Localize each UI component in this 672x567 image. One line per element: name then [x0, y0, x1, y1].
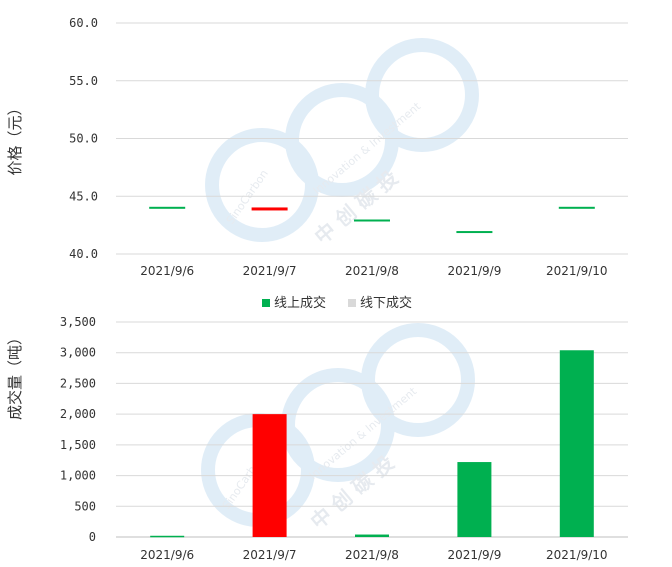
volume-y-tick-label: 2,000	[60, 407, 96, 421]
volume-y-tick-label: 500	[74, 499, 96, 513]
price-y-tick-label: 40.0	[69, 247, 98, 261]
watermark-ring	[205, 128, 319, 242]
volume-x-tick-label: 2021/9/7	[243, 548, 297, 562]
price-y-tick-label: 45.0	[69, 189, 98, 203]
volume-bar	[457, 462, 492, 537]
volume-y-tick-label: 1,000	[60, 469, 96, 483]
price-mark	[149, 206, 186, 209]
price-x-tick-label: 2021/9/6	[140, 264, 194, 278]
volume-y-tick-label: 0	[89, 530, 96, 544]
price-y-tick-label: 55.0	[69, 74, 98, 88]
legend-swatch-offline	[348, 299, 356, 307]
legend-label-offline: 线下成交	[360, 295, 412, 311]
volume-y-tick-label: 2,500	[60, 376, 96, 390]
volume-x-tick-label: 2021/9/10	[546, 548, 608, 562]
volume-y-tick-label: 3,500	[60, 315, 96, 329]
price-y-ticks: 40.0 45.0 50.0 55.0 60.0	[69, 16, 98, 261]
volume-bars	[150, 350, 594, 538]
watermark-ring	[361, 323, 475, 437]
volume-x-tick-label: 2021/9/6	[140, 548, 194, 562]
price-mark	[251, 207, 288, 211]
price-mark	[354, 219, 390, 222]
volume-bar	[355, 534, 389, 537]
volume-bar	[150, 535, 185, 538]
price-x-tick-label: 2021/9/8	[345, 264, 399, 278]
price-x-tick-label: 2021/9/9	[447, 264, 501, 278]
price-mark	[558, 206, 595, 209]
price-y-tick-label: 60.0	[69, 16, 98, 30]
price-y-tick-label: 50.0	[69, 132, 98, 146]
volume-x-tick-label: 2021/9/9	[447, 548, 501, 562]
price-x-tick-label: 2021/9/7	[243, 264, 297, 278]
watermark-ring	[285, 83, 399, 197]
price-x-tick-label: 2021/9/10	[546, 264, 608, 278]
volume-bar	[252, 414, 287, 537]
volume-y-ticks: 0 500 1,000 1,500 2,000 2,500 3,000 3,500	[60, 315, 96, 544]
watermark-ring	[281, 368, 395, 482]
legend-label-online: 线上成交	[274, 295, 326, 311]
volume-y-tick-label: 1,500	[60, 438, 96, 452]
watermark-brand-en: SinoCarbon	[224, 167, 271, 226]
volume-gridlines	[116, 321, 628, 538]
volume-x-ticks: 2021/9/6 2021/9/7 2021/9/8 2021/9/9 2021/9/1…	[140, 548, 607, 562]
volume-bar	[559, 350, 594, 537]
price-marks	[149, 206, 595, 234]
price-mark	[456, 231, 493, 234]
price-x-ticks: 2021/9/6 2021/9/7 2021/9/8 2021/9/9 2021/9/1…	[140, 264, 607, 278]
price-y-axis-label: 价格（元）	[6, 100, 24, 175]
price-chart: 40.045.050.055.060.0 2021/9/6 2021/9/7 202…	[6, 16, 628, 278]
volume-x-tick-label: 2021/9/8	[345, 548, 399, 562]
legend-swatch-online	[262, 299, 270, 307]
volume-chart: 线上成交 线下成交 0 500 1,000 1,500 2,000 2,500 3,000 3…	[6, 295, 628, 562]
volume-y-axis-label: 成交量（吨）	[6, 330, 24, 420]
volume-legend: 线上成交 线下成交	[262, 295, 412, 311]
volume-y-tick-label: 3,000	[60, 346, 96, 360]
price-gridlines	[116, 22, 628, 255]
watermark-ring	[365, 38, 479, 152]
